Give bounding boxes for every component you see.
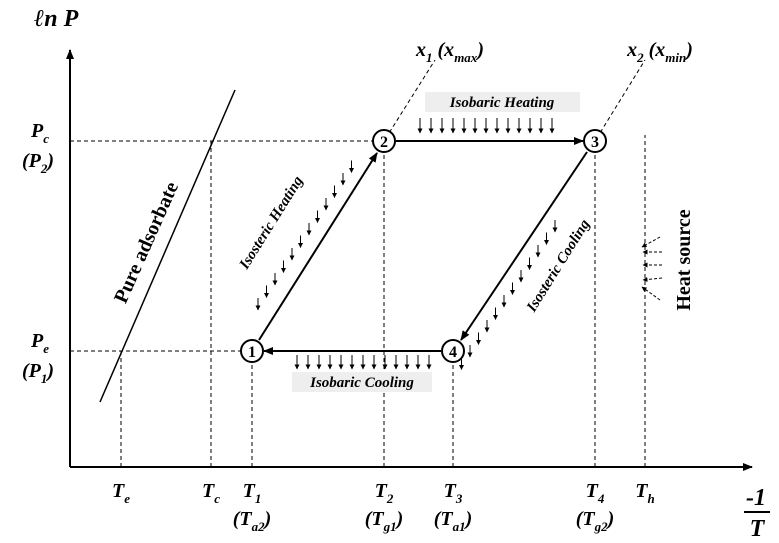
text-run: P bbox=[30, 330, 44, 352]
text-run: ) bbox=[464, 508, 473, 530]
x-axis-numerator: -1 bbox=[746, 485, 766, 511]
text-run: T bbox=[635, 480, 648, 502]
process-label: Isobaric Heating bbox=[449, 95, 555, 111]
text-run: a1 bbox=[453, 519, 466, 534]
text-run: (x bbox=[644, 39, 666, 61]
x-tick-label: Tc bbox=[202, 480, 220, 506]
pure-adsorbate-label: Pure adsorbate bbox=[110, 179, 183, 307]
text-run: 4 bbox=[597, 491, 605, 506]
small-arrow bbox=[643, 278, 662, 280]
text-run: (P bbox=[22, 150, 42, 172]
text-run: (T bbox=[365, 508, 385, 530]
isostere-label: x1 (xmax) bbox=[415, 39, 484, 65]
text-run: ) bbox=[45, 150, 54, 172]
text-run: x bbox=[415, 39, 426, 61]
text-run: T bbox=[202, 480, 215, 502]
text-run: (x bbox=[433, 39, 455, 61]
text-run: (T bbox=[233, 508, 253, 530]
y-tick-label: Pe bbox=[30, 330, 49, 356]
text-run: e bbox=[43, 341, 49, 356]
x-tick-label: T2 bbox=[375, 480, 394, 506]
text-run: e bbox=[124, 491, 130, 506]
text-run: ) bbox=[45, 360, 54, 382]
x-tick-label: (Tg2) bbox=[576, 508, 615, 534]
x-tick-label: (Tg1) bbox=[365, 508, 404, 534]
text-run: (T bbox=[576, 508, 596, 530]
state-label: 3 bbox=[591, 134, 599, 151]
process-label: Isobaric Cooling bbox=[309, 375, 414, 391]
text-run: x bbox=[626, 39, 637, 61]
y-axis-label: ℓn P bbox=[34, 6, 79, 32]
text-run: (T bbox=[434, 508, 454, 530]
x-tick-label: T1 bbox=[243, 480, 262, 506]
x-tick-label: T4 bbox=[586, 480, 605, 506]
x-tick-label: (Ta1) bbox=[434, 508, 473, 534]
text-run: h bbox=[647, 491, 654, 506]
text-run: a2 bbox=[252, 519, 266, 534]
text-run: c bbox=[214, 491, 220, 506]
text-run: ℓn P bbox=[34, 6, 79, 32]
state-label: 4 bbox=[449, 344, 457, 361]
heat-source-label: Heat source bbox=[673, 209, 695, 310]
text-run: T bbox=[112, 480, 125, 502]
text-run: T bbox=[586, 480, 599, 502]
diagram: Isobaric Heating Isobaric Cooling Isoste… bbox=[0, 0, 779, 543]
x-tick-label: T3 bbox=[444, 480, 463, 506]
state-label: 2 bbox=[380, 134, 388, 151]
text-run: P bbox=[30, 120, 44, 142]
text-run: ) bbox=[606, 508, 615, 530]
process-arrow bbox=[259, 153, 377, 340]
y-tick-label: (P2) bbox=[22, 150, 54, 176]
x-tick-label: Th bbox=[635, 480, 654, 506]
x-tick-label: (Ta2) bbox=[233, 508, 272, 534]
text-run: g1 bbox=[383, 519, 397, 534]
text-run: ) bbox=[475, 39, 484, 61]
pure-adsorbate-line bbox=[100, 90, 235, 402]
text-run: ) bbox=[263, 508, 272, 530]
text-run: (P bbox=[22, 360, 42, 382]
isostere-label: x2 (xmin) bbox=[626, 39, 693, 65]
text-run: ) bbox=[395, 508, 404, 530]
text-run: g2 bbox=[594, 519, 609, 534]
axes bbox=[70, 50, 752, 467]
text-run: 1 bbox=[255, 491, 262, 506]
text-run: T bbox=[375, 480, 388, 502]
text-run: c bbox=[43, 131, 49, 146]
text-run: 2 bbox=[386, 491, 394, 506]
process-label: Isosteric Heating bbox=[236, 173, 307, 273]
y-tick-label: Pc bbox=[30, 120, 49, 146]
x-axis-denominator: T bbox=[750, 516, 766, 542]
text-run: max bbox=[454, 50, 478, 65]
text-run: T bbox=[243, 480, 256, 502]
state-label: 1 bbox=[248, 344, 256, 361]
y-tick-label: (P1) bbox=[22, 360, 54, 386]
text-run: min bbox=[665, 50, 686, 65]
text-run: T bbox=[444, 480, 457, 502]
x-tick-label: Te bbox=[112, 480, 130, 506]
text-run: 3 bbox=[455, 491, 463, 506]
text-run: ) bbox=[684, 39, 693, 61]
